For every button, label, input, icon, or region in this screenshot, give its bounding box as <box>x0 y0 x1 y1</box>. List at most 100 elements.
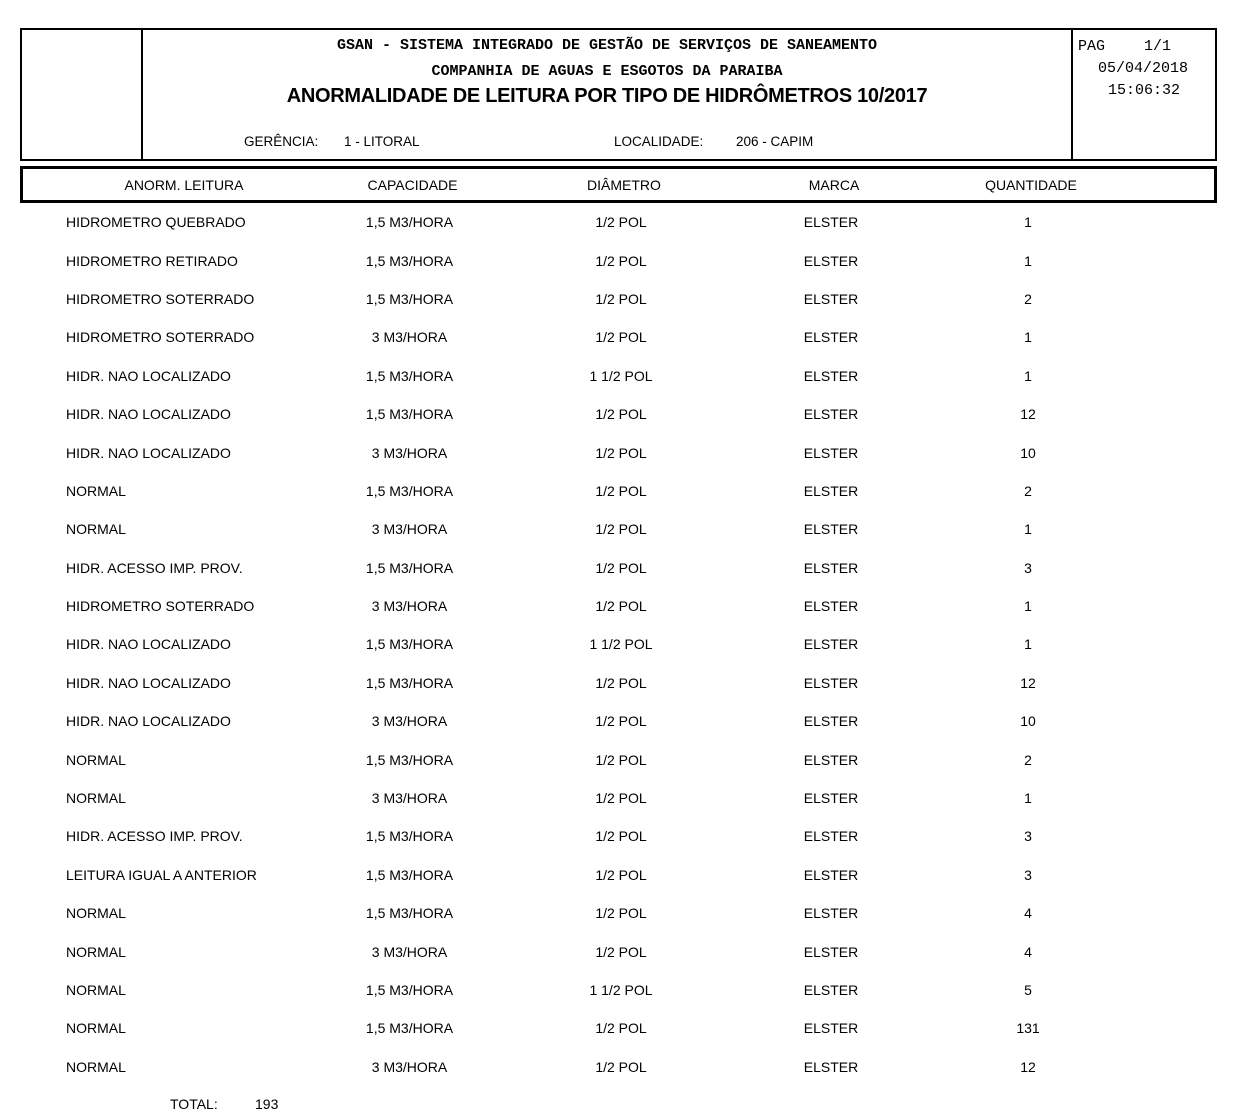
cell-capacidade: 1,5 M3/HORA <box>365 982 454 998</box>
cell-capacidade: 3 M3/HORA <box>371 1058 448 1075</box>
cell-marca: ELSTER <box>803 559 859 576</box>
cell-diametro: 1/2 POL <box>595 559 647 576</box>
cell-anorm-leitura: NORMAL <box>66 1020 126 1037</box>
table-row: NORMAL 1,5 M3/HORA 1/2 POL ELSTER 131 <box>20 1009 1217 1047</box>
page-number-line: PAG 1/1 <box>1078 38 1171 55</box>
table-row: HIDROMETRO SOTERRADO 3 M3/HORA 1/2 POL ELST… <box>20 318 1217 356</box>
cell-capacidade: 3 M3/HORA <box>371 943 448 960</box>
cell-capacidade: 1,5 M3/HORA <box>365 828 454 845</box>
cell-capacidade: 3 M3/HORA <box>371 521 448 538</box>
cell-anorm-leitura: NORMAL <box>66 521 126 538</box>
cell-anorm-leitura: HIDR. NAO LOCALIZADO <box>66 367 231 384</box>
cell-diametro: 1/2 POL <box>595 905 647 922</box>
table-row: HIDR. ACESSO IMP. PROV. 1,5 M3/HORA 1/2 PO… <box>20 817 1217 855</box>
cell-anorm-leitura: NORMAL <box>66 943 126 960</box>
cell-quantidade: 12 <box>1020 406 1036 423</box>
cell-quantidade: 5 <box>1024 982 1032 998</box>
table-row: NORMAL 1,5 M3/HORA 1/2 POL ELSTER 2 <box>20 472 1217 510</box>
table-row: HIDR. NAO LOCALIZADO 3 M3/HORA 1/2 POL ELST… <box>20 702 1217 740</box>
cell-diametro: 1 1/2 POL <box>589 367 653 384</box>
cell-anorm-leitura: HIDR. NAO LOCALIZADO <box>66 674 231 691</box>
cell-quantidade: 2 <box>1024 751 1032 768</box>
col-header-capacidade: CAPACIDADE <box>367 176 458 193</box>
cell-marca: ELSTER <box>803 943 859 960</box>
cell-marca: ELSTER <box>803 828 859 845</box>
cell-capacidade: 1,5 M3/HORA <box>365 905 454 922</box>
table-row: HIDROMETRO SOTERRADO 3 M3/HORA 1/2 POL ELST… <box>20 587 1217 625</box>
cell-capacidade: 1,5 M3/HORA <box>365 559 454 576</box>
cell-diametro: 1/2 POL <box>595 1058 647 1075</box>
report-time: 15:06:32 <box>1107 82 1180 99</box>
cell-marca: ELSTER <box>803 444 859 461</box>
cell-diametro: 1/2 POL <box>595 521 647 538</box>
cell-capacidade: 1,5 M3/HORA <box>365 406 454 423</box>
cell-anorm-leitura: HIDR. ACESSO IMP. PROV. <box>66 828 243 845</box>
total-label: TOTAL: <box>170 1096 218 1112</box>
cell-quantidade: 4 <box>1024 943 1032 960</box>
cell-quantidade: 3 <box>1024 866 1032 883</box>
cell-diametro: 1/2 POL <box>595 751 647 768</box>
cell-diametro: 1/2 POL <box>595 252 647 269</box>
table-row: HIDR. ACESSO IMP. PROV. 1,5 M3/HORA 1/2 PO… <box>20 549 1217 587</box>
cell-anorm-leitura: NORMAL <box>66 905 126 922</box>
cell-anorm-leitura: HIDR. ACESSO IMP. PROV. <box>66 559 243 576</box>
cell-diametro: 1/2 POL <box>595 943 647 960</box>
cell-marca: ELSTER <box>803 252 859 269</box>
cell-capacidade: 3 M3/HORA <box>371 790 448 807</box>
cell-diametro: 1 1/2 POL <box>589 636 653 653</box>
cell-marca: ELSTER <box>803 482 859 499</box>
cell-marca: ELSTER <box>803 329 859 346</box>
cell-anorm-leitura: NORMAL <box>66 790 126 807</box>
cell-diametro: 1/2 POL <box>595 598 647 615</box>
cell-quantidade: 131 <box>1016 1020 1040 1037</box>
table-row: NORMAL 3 M3/HORA 1/2 POL ELSTER 12 <box>20 1048 1217 1086</box>
table-row: HIDR. NAO LOCALIZADO 1,5 M3/HORA 1 1/2 POL… <box>20 357 1217 395</box>
cell-capacidade: 3 M3/HORA <box>371 598 448 615</box>
report-meta: GERÊNCIA: 1 - LITORAL LOCALIDADE: 206 - … <box>143 134 1071 152</box>
cell-diametro: 1/2 POL <box>595 866 647 883</box>
cell-marca: ELSTER <box>803 1020 859 1037</box>
cell-marca: ELSTER <box>803 1058 859 1075</box>
cell-capacidade: 1,5 M3/HORA <box>365 1020 454 1037</box>
cell-diametro: 1/2 POL <box>595 1020 647 1037</box>
cell-quantidade: 3 <box>1024 828 1032 845</box>
cell-marca: ELSTER <box>803 790 859 807</box>
total-row: TOTAL: 193 <box>20 1096 1217 1114</box>
cell-diametro: 1/2 POL <box>595 674 647 691</box>
cell-anorm-leitura: NORMAL <box>66 482 126 499</box>
cell-marca: ELSTER <box>803 905 859 922</box>
cell-anorm-leitura: HIDROMETRO QUEBRADO <box>66 214 246 231</box>
localidade-label: LOCALIDADE: <box>614 134 704 149</box>
cell-quantidade: 4 <box>1024 905 1032 922</box>
cell-marca: ELSTER <box>803 751 859 768</box>
cell-capacidade: 1,5 M3/HORA <box>365 636 454 653</box>
cell-diametro: 1/2 POL <box>595 329 647 346</box>
cell-diametro: 1/2 POL <box>595 828 647 845</box>
company-name: COMPANHIA DE AGUAS E ESGOTOS DA PARAIBA <box>431 63 783 80</box>
table-row: HIDR. NAO LOCALIZADO 1,5 M3/HORA 1/2 POL EL… <box>20 664 1217 702</box>
logo-box <box>22 30 143 159</box>
cell-marca: ELSTER <box>803 982 859 998</box>
cell-quantidade: 12 <box>1020 1058 1036 1075</box>
table-body: HIDROMETRO QUEBRADO 1,5 M3/HORA 1/2 POL ELS… <box>20 203 1217 1086</box>
page-label: PAG <box>1078 38 1106 55</box>
cell-quantidade: 1 <box>1024 214 1032 231</box>
cell-diametro: 1/2 POL <box>595 290 647 307</box>
cell-capacidade: 3 M3/HORA <box>371 329 448 346</box>
cell-marca: ELSTER <box>803 367 859 384</box>
table-row: HIDROMETRO SOTERRADO 1,5 M3/HORA 1/2 POL EL… <box>20 280 1217 318</box>
cell-anorm-leitura: HIDR. NAO LOCALIZADO <box>66 406 231 423</box>
cell-capacidade: 1,5 M3/HORA <box>365 866 454 883</box>
cell-anorm-leitura: NORMAL <box>66 982 126 998</box>
cell-diametro: 1/2 POL <box>595 406 647 423</box>
cell-anorm-leitura: HIDR. NAO LOCALIZADO <box>66 444 231 461</box>
cell-quantidade: 1 <box>1024 636 1032 653</box>
cell-diametro: 1/2 POL <box>595 214 647 231</box>
cell-quantidade: 1 <box>1024 790 1032 807</box>
col-header-anorm-leitura: ANORM. LEITURA <box>124 176 244 193</box>
localidade-value: 206 - CAPIM <box>736 134 814 149</box>
cell-capacidade: 1,5 M3/HORA <box>365 252 454 269</box>
cell-capacidade: 1,5 M3/HORA <box>365 674 454 691</box>
cell-diametro: 1/2 POL <box>595 713 647 730</box>
cell-quantidade: 1 <box>1024 329 1032 346</box>
